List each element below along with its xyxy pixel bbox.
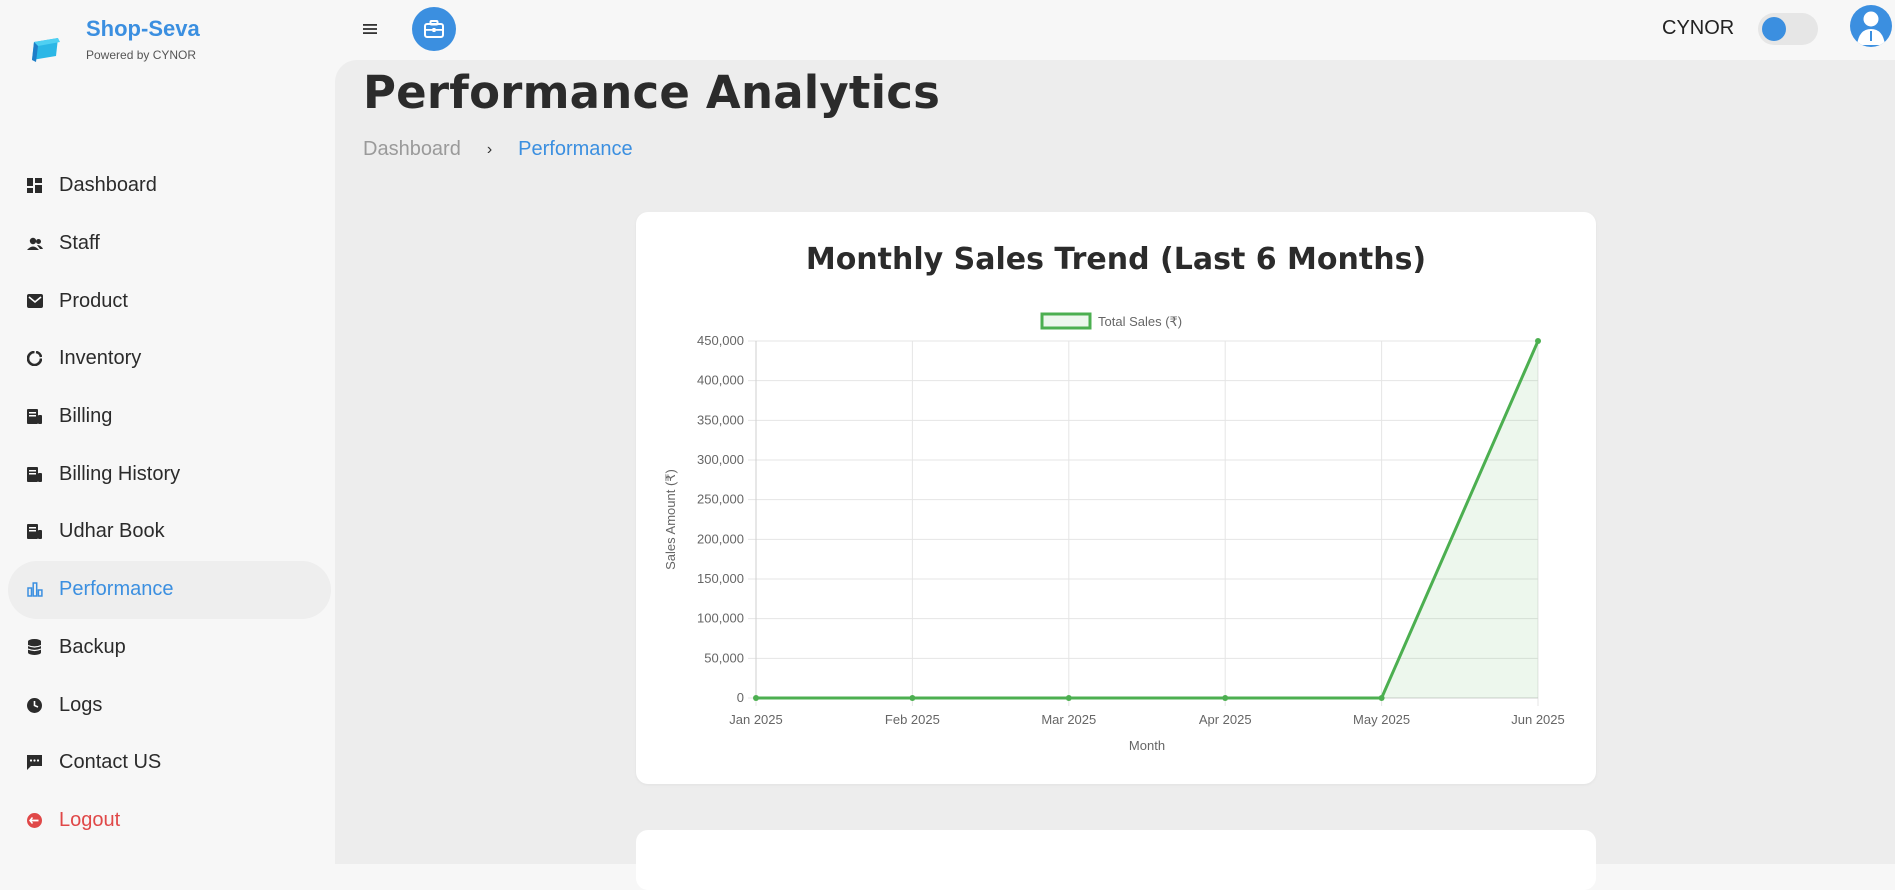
data-point xyxy=(753,695,759,701)
topbar: CYNOR xyxy=(335,0,1895,60)
dashboard-icon xyxy=(26,177,43,194)
breadcrumb-current: Performance xyxy=(518,138,633,160)
y-tick-label: 50,000 xyxy=(704,650,744,665)
breadcrumb-home-link[interactable]: Dashboard xyxy=(363,138,461,160)
hamburger-icon xyxy=(363,24,377,34)
inventory-icon xyxy=(26,350,43,367)
sidebar-item-label: Inventory xyxy=(59,347,142,370)
sidebar-item-staff[interactable]: Staff xyxy=(0,215,335,273)
y-tick-label: 150,000 xyxy=(697,571,744,586)
breadcrumb: Dashboard › Performance xyxy=(363,138,633,161)
udhar-book-icon xyxy=(26,523,43,540)
sidebar-item-label: Product xyxy=(59,289,128,312)
menu-toggle-button[interactable] xyxy=(363,18,377,41)
x-tick-label: Jan 2025 xyxy=(729,712,783,727)
page-title: Performance Analytics xyxy=(363,66,941,119)
sidebar: Shop-Seva Powered by CYNOR Dashboard Sta… xyxy=(0,0,335,864)
staff-icon xyxy=(26,235,43,252)
data-point xyxy=(1535,338,1541,344)
sidebar-item-dashboard[interactable]: Dashboard xyxy=(0,157,335,215)
x-tick-label: Jun 2025 xyxy=(1511,712,1565,727)
sidebar-item-contact-us[interactable]: Contact US xyxy=(0,734,335,792)
series-area xyxy=(756,341,1538,698)
sidebar-item-product[interactable]: Product xyxy=(0,272,335,330)
user-name: CYNOR xyxy=(1662,17,1735,39)
sidebar-nav: Dashboard Staff Product Inventory Billin… xyxy=(0,157,335,849)
sidebar-item-backup[interactable]: Backup xyxy=(0,619,335,677)
sidebar-item-udhar-book[interactable]: Udhar Book xyxy=(0,503,335,561)
logs-icon xyxy=(26,697,43,714)
x-axis-title: Month xyxy=(1129,738,1165,753)
brand-subtitle: Powered by CYNOR xyxy=(86,48,197,62)
y-tick-label: 250,000 xyxy=(697,492,744,507)
sidebar-item-performance[interactable]: Performance xyxy=(8,560,331,619)
brand[interactable]: Shop-Seva Powered by CYNOR xyxy=(26,14,200,68)
y-tick-label: 100,000 xyxy=(697,611,744,626)
sidebar-item-label: Udhar Book xyxy=(59,520,165,543)
data-point xyxy=(1222,695,1229,701)
legend-swatch xyxy=(1040,312,1092,330)
main-content: Performance Analytics Dashboard › Perfor… xyxy=(335,60,1895,890)
brand-name: Shop-Seva xyxy=(86,16,200,41)
briefcase-icon xyxy=(424,20,444,38)
sidebar-item-logout[interactable]: Logout xyxy=(0,792,335,850)
data-point xyxy=(1065,695,1072,701)
user-avatar-icon xyxy=(1857,11,1885,45)
performance-icon xyxy=(26,581,43,598)
legend-label: Total Sales (₹) xyxy=(1098,314,1182,329)
sidebar-item-inventory[interactable]: Inventory xyxy=(0,330,335,388)
theme-toggle[interactable] xyxy=(1758,13,1818,45)
sidebar-item-label: Staff xyxy=(59,232,100,255)
y-tick-label: 350,000 xyxy=(697,412,744,427)
data-point xyxy=(1378,695,1385,701)
x-tick-label: Mar 2025 xyxy=(1041,712,1096,727)
secondary-card xyxy=(636,830,1596,890)
contact-icon xyxy=(26,754,43,771)
x-tick-label: Feb 2025 xyxy=(885,712,940,727)
avatar[interactable] xyxy=(1850,5,1892,47)
sidebar-item-logs[interactable]: Logs xyxy=(0,676,335,734)
sidebar-item-label: Backup xyxy=(59,635,126,658)
y-tick-label: 400,000 xyxy=(697,373,744,388)
shop-button[interactable] xyxy=(412,7,456,51)
sidebar-item-billing-history[interactable]: Billing History xyxy=(0,445,335,503)
sidebar-item-label: Billing xyxy=(59,405,113,428)
y-tick-label: 200,000 xyxy=(697,531,744,546)
sidebar-item-billing[interactable]: Billing xyxy=(0,388,335,446)
product-icon xyxy=(26,293,43,310)
chart-title: Monthly Sales Trend (Last 6 Months) xyxy=(805,242,1427,277)
breadcrumb-separator: › xyxy=(486,140,493,158)
series-line xyxy=(756,340,1540,700)
billing-icon xyxy=(26,408,43,425)
y-tick-label: 0 xyxy=(737,690,744,705)
sales-chart-card: Monthly Sales Trend (Last 6 Months) 0 50,… xyxy=(636,212,1596,784)
data-point xyxy=(909,695,916,701)
sidebar-item-label: Dashboard xyxy=(59,174,157,197)
sidebar-item-label: Logout xyxy=(59,808,121,831)
sidebar-item-label: Logs xyxy=(59,693,103,716)
sidebar-item-label: Performance xyxy=(59,578,174,601)
x-tick-label: Apr 2025 xyxy=(1199,712,1252,727)
brand-logo-icon xyxy=(32,38,60,62)
toggle-knob xyxy=(1762,17,1786,41)
y-axis-title: Sales Amount (₹) xyxy=(663,469,678,570)
sidebar-item-label: Billing History xyxy=(59,462,181,485)
x-tick-label: May 2025 xyxy=(1353,712,1410,727)
y-tick-label: 300,000 xyxy=(697,452,744,467)
backup-icon xyxy=(26,639,43,656)
y-tick-label: 450,000 xyxy=(697,333,744,348)
sales-line-chart: 0 50,000 100,000 150,000 200,000 250,000 300,0… xyxy=(663,312,1565,753)
sidebar-item-label: Contact US xyxy=(59,751,162,774)
billing-history-icon xyxy=(26,466,43,483)
logout-icon xyxy=(26,812,43,829)
